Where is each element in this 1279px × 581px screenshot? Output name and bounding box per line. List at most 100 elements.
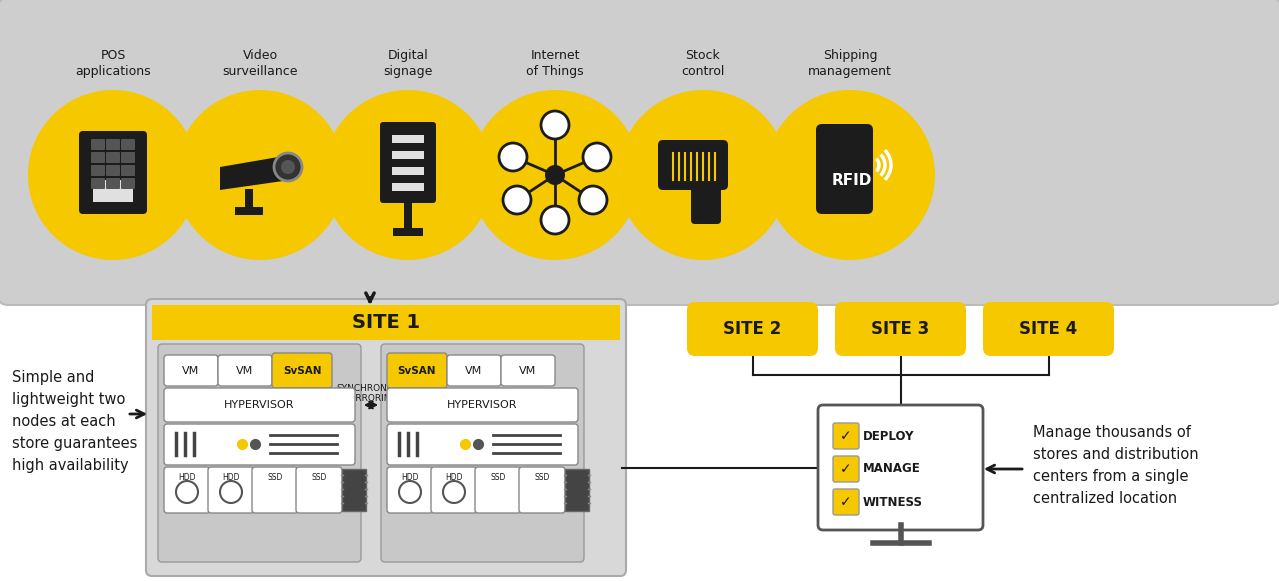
Circle shape — [281, 160, 295, 174]
FancyBboxPatch shape — [159, 344, 361, 562]
Text: MANAGE: MANAGE — [863, 462, 921, 475]
FancyBboxPatch shape — [446, 355, 501, 386]
FancyBboxPatch shape — [122, 152, 136, 163]
Text: ✓: ✓ — [840, 495, 852, 509]
Text: HDD: HDD — [445, 474, 463, 482]
Text: SYNCHRONOUS
MIRRORING: SYNCHRONOUS MIRRORING — [336, 383, 405, 403]
Circle shape — [499, 143, 527, 171]
FancyBboxPatch shape — [380, 122, 436, 203]
FancyBboxPatch shape — [388, 388, 578, 422]
Text: HYPERVISOR: HYPERVISOR — [224, 400, 294, 410]
FancyBboxPatch shape — [816, 124, 874, 214]
Circle shape — [274, 153, 302, 181]
Text: SITE 1: SITE 1 — [352, 313, 420, 332]
Circle shape — [28, 90, 198, 260]
Text: centralized location: centralized location — [1033, 491, 1177, 506]
FancyBboxPatch shape — [164, 467, 210, 513]
FancyBboxPatch shape — [122, 165, 136, 176]
Text: SITE 3: SITE 3 — [871, 320, 930, 338]
Bar — [391, 151, 425, 159]
FancyBboxPatch shape — [475, 467, 521, 513]
Text: HDD: HDD — [223, 474, 239, 482]
FancyBboxPatch shape — [295, 467, 341, 513]
Text: ✓: ✓ — [840, 429, 852, 443]
FancyBboxPatch shape — [833, 489, 859, 515]
Text: stores and distribution: stores and distribution — [1033, 447, 1198, 462]
FancyBboxPatch shape — [687, 302, 819, 356]
Text: Internet
of Things: Internet of Things — [526, 49, 583, 78]
Bar — [152, 332, 620, 340]
Bar — [393, 228, 423, 236]
FancyBboxPatch shape — [819, 405, 984, 530]
Text: SSD: SSD — [311, 474, 326, 482]
Circle shape — [503, 186, 531, 214]
FancyBboxPatch shape — [388, 424, 578, 465]
Circle shape — [765, 90, 935, 260]
Text: RFID: RFID — [833, 173, 872, 188]
Circle shape — [469, 90, 640, 260]
Text: VM: VM — [519, 365, 537, 375]
FancyBboxPatch shape — [519, 467, 565, 513]
FancyBboxPatch shape — [388, 353, 446, 388]
Text: VM: VM — [466, 365, 482, 375]
Text: lightweight two: lightweight two — [12, 392, 125, 407]
FancyBboxPatch shape — [381, 344, 585, 562]
Text: nodes at each: nodes at each — [12, 414, 115, 429]
FancyBboxPatch shape — [91, 165, 105, 176]
Text: POS
applications: POS applications — [75, 49, 151, 78]
FancyBboxPatch shape — [388, 467, 434, 513]
Text: Digital
signage: Digital signage — [384, 49, 432, 78]
Text: SSD: SSD — [490, 474, 505, 482]
Text: Simple and: Simple and — [12, 370, 95, 385]
FancyBboxPatch shape — [984, 302, 1114, 356]
Text: SvSAN: SvSAN — [283, 365, 321, 375]
Text: WITNESS: WITNESS — [863, 496, 923, 508]
Text: store guarantees: store guarantees — [12, 436, 137, 451]
FancyBboxPatch shape — [833, 456, 859, 482]
FancyBboxPatch shape — [501, 355, 555, 386]
Circle shape — [579, 186, 608, 214]
Bar — [93, 180, 133, 202]
FancyBboxPatch shape — [122, 178, 136, 189]
FancyBboxPatch shape — [91, 178, 105, 189]
FancyBboxPatch shape — [208, 467, 255, 513]
FancyBboxPatch shape — [152, 305, 620, 340]
Text: Video
surveillance: Video surveillance — [223, 49, 298, 78]
Text: SITE 2: SITE 2 — [724, 320, 781, 338]
Bar — [391, 183, 425, 191]
Bar — [404, 200, 412, 230]
Text: SSD: SSD — [267, 474, 283, 482]
Text: Manage thousands of: Manage thousands of — [1033, 425, 1191, 440]
FancyBboxPatch shape — [106, 152, 120, 163]
Circle shape — [324, 90, 492, 260]
Text: SvSAN: SvSAN — [398, 365, 436, 375]
Bar — [391, 135, 425, 143]
FancyBboxPatch shape — [79, 131, 147, 214]
FancyBboxPatch shape — [106, 178, 120, 189]
FancyBboxPatch shape — [431, 467, 477, 513]
Text: Shipping
management: Shipping management — [808, 49, 891, 78]
Text: Stock
control: Stock control — [682, 49, 725, 78]
Bar — [235, 207, 263, 215]
Text: VM: VM — [237, 365, 253, 375]
FancyBboxPatch shape — [252, 467, 298, 513]
FancyBboxPatch shape — [217, 355, 272, 386]
Circle shape — [618, 90, 788, 260]
Text: DEPLOY: DEPLOY — [863, 429, 914, 443]
Circle shape — [583, 143, 611, 171]
FancyBboxPatch shape — [657, 140, 728, 190]
FancyBboxPatch shape — [164, 355, 217, 386]
FancyBboxPatch shape — [164, 424, 356, 465]
Text: centers from a single: centers from a single — [1033, 469, 1188, 484]
Text: SITE 4: SITE 4 — [1019, 320, 1078, 338]
FancyBboxPatch shape — [91, 152, 105, 163]
Polygon shape — [220, 155, 290, 190]
Bar — [246, 189, 253, 209]
Text: high availability: high availability — [12, 458, 129, 473]
FancyBboxPatch shape — [341, 469, 366, 511]
Circle shape — [541, 206, 569, 234]
Text: HDD: HDD — [178, 474, 196, 482]
FancyBboxPatch shape — [164, 388, 356, 422]
FancyBboxPatch shape — [0, 0, 1279, 305]
Text: SSD: SSD — [535, 474, 550, 482]
